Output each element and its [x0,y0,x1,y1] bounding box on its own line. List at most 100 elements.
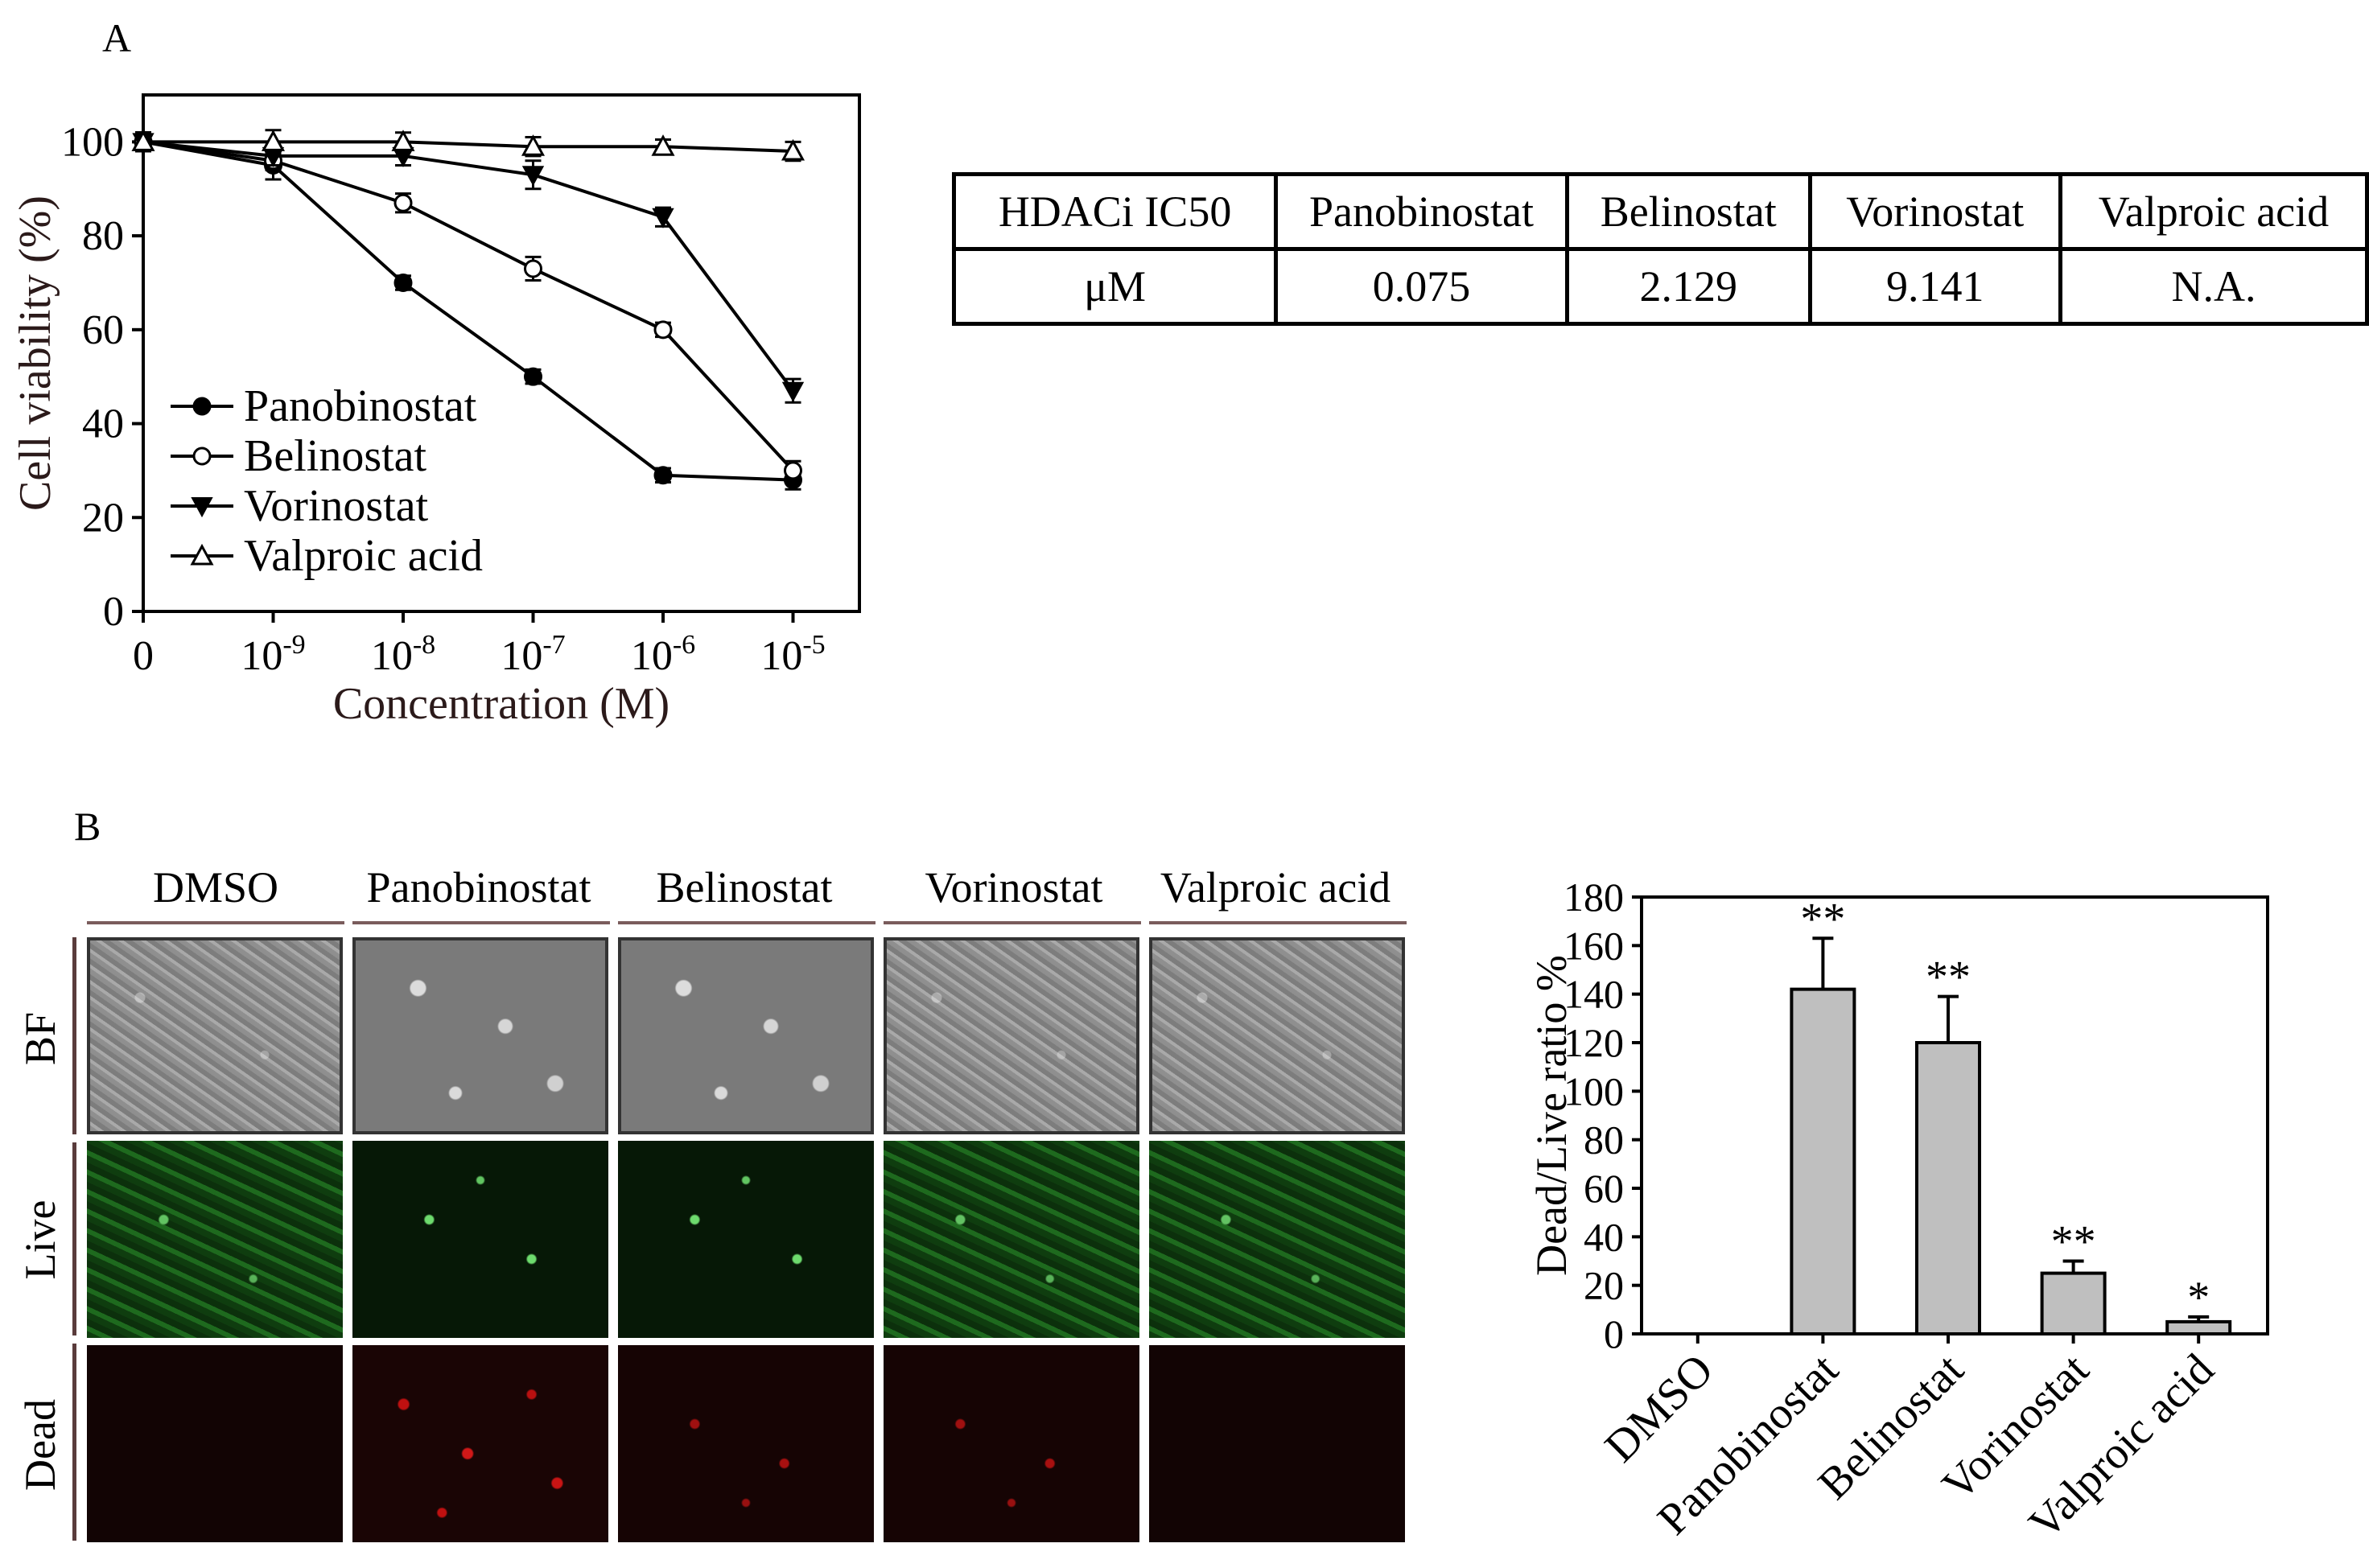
table-header-cell: Panobinostat [1274,172,1569,251]
column-label-panobinostat: Panobinostat [366,863,591,912]
y-tick-label: 80 [1584,1117,1624,1163]
legend-label: Belinostat [244,431,427,481]
bar [2165,1319,2232,1335]
panel-a-label: A [102,15,132,60]
table-cell: μM [951,247,1279,326]
ic50-table: HDACi IC50 Panobinostat Belinostat Vorin… [951,172,2369,326]
micrograph-live-panobinostat [352,1141,608,1338]
legend-marker [192,447,212,466]
bar [1915,1041,1981,1335]
micrograph-dead-valproic-acid [1149,1345,1405,1542]
y-axis-title: Cell viability (%) [10,195,60,511]
column-underline [884,921,1141,924]
series-panobinostat [134,131,802,491]
column-underline [352,921,610,924]
series-line [142,140,793,482]
micrograph-dead-vorinostat [884,1345,1139,1542]
data-point [524,259,542,278]
series-line [143,140,793,154]
legend-label: Panobinostat [244,381,477,431]
legend-marker [190,543,214,566]
y-tick-label: 60 [1584,1166,1624,1211]
legend-marker [192,397,212,416]
micrograph-live-dmso [87,1141,343,1338]
row-label-bf: BF [16,1011,64,1066]
table-cell: 0.075 [1274,247,1569,326]
row-bracket [72,1142,76,1335]
micrograph-dead-dmso [87,1345,343,1542]
significance-label: ** [1926,953,1971,1002]
column-label-belinostat: Belinostat [656,863,833,912]
y-tick-label: 20 [82,495,124,541]
row-bracket [72,1344,76,1541]
bar [2040,1271,2107,1336]
x-tick-label: Belinostat [1809,1344,1974,1509]
legend-label: Vorinostat [244,481,429,531]
column-underline [87,921,344,924]
significance-label: * [2187,1273,2210,1323]
table-cell: 9.141 [1807,247,2062,326]
micrograph-bf-dmso [87,937,343,1134]
y-tick-label: 40 [1584,1214,1624,1259]
y-tick-label: 0 [103,589,124,635]
x-tick-label: Vorinostat [1933,1344,2099,1510]
row-label-dead: Dead [16,1399,64,1491]
table-header-cell: Belinostat [1564,172,1812,251]
y-tick-label: 80 [82,213,124,259]
table-header-cell: Valproic acid [2058,172,2369,251]
data-point [521,166,545,187]
data-point [781,381,805,402]
column-label-vorinostat: Vorinostat [925,863,1103,912]
significance-label: ** [1800,894,1845,944]
micrograph-live-vorinostat [884,1141,1139,1338]
column-underline [618,921,876,924]
y-axis-title: Dead/Live ratio % [1527,955,1576,1276]
x-tick-label: DMSO [1596,1344,1723,1471]
data-point [391,130,415,151]
micrograph-dead-belinostat [618,1345,874,1542]
row-bracket [72,937,76,1134]
plot-frame [142,93,861,613]
y-tick-label: 100 [61,119,124,165]
x-tick-label: 10-5 [760,630,825,679]
bar [1790,987,1856,1335]
data-point [652,208,674,228]
column-label-valproic-acid: Valproic acid [1160,863,1391,912]
micrograph-bf-valproic-acid [1149,937,1405,1134]
y-tick-label: 20 [1584,1263,1624,1308]
data-point [781,138,805,161]
data-point [131,130,155,151]
x-tick-label: 10-8 [371,630,435,679]
series-line [142,140,795,392]
data-point [393,193,413,212]
significance-label: ** [2051,1217,2096,1267]
table-cell: N.A. [2058,247,2369,326]
y-tick-label: 160 [1564,923,1624,968]
panel-b-label: B [74,804,101,849]
micrograph-dead-panobinostat [352,1345,608,1542]
y-tick-label: 140 [1564,972,1624,1017]
x-tick-label: 10-7 [501,630,565,679]
table-header-row: HDACi IC50 Panobinostat Belinostat Vorin… [951,172,2369,251]
data-point [651,134,675,156]
x-tick-label: Valproic acid [2020,1344,2224,1549]
y-tick-label: 40 [82,401,124,447]
data-point [521,134,546,156]
y-tick-label: 180 [1564,875,1624,920]
table-row: μM 0.075 2.129 9.141 N.A. [951,247,2369,326]
table-cell: 2.129 [1564,247,1812,326]
series-line [142,140,794,472]
table-header-cell: HDACi IC50 [951,172,1279,251]
data-point [653,466,673,485]
y-tick-label: 60 [82,307,124,353]
plot-frame [1640,895,2269,1335]
series-valproic-acid [131,129,805,163]
micrograph-live-belinostat [618,1141,874,1338]
row-label-live: Live [16,1200,64,1280]
legend: PanobinostatBelinostatVorinostatValproic… [171,381,483,581]
data-point [524,367,542,386]
viability-chart: 0 20 40 60 80 100 0 10-9 10-8 10-7 10-6 10-5 Concent… [10,93,861,729]
series-vorinostat [132,131,805,404]
y-tick-label: 100 [1564,1068,1624,1113]
legend-label: Valproic acid [244,531,483,581]
